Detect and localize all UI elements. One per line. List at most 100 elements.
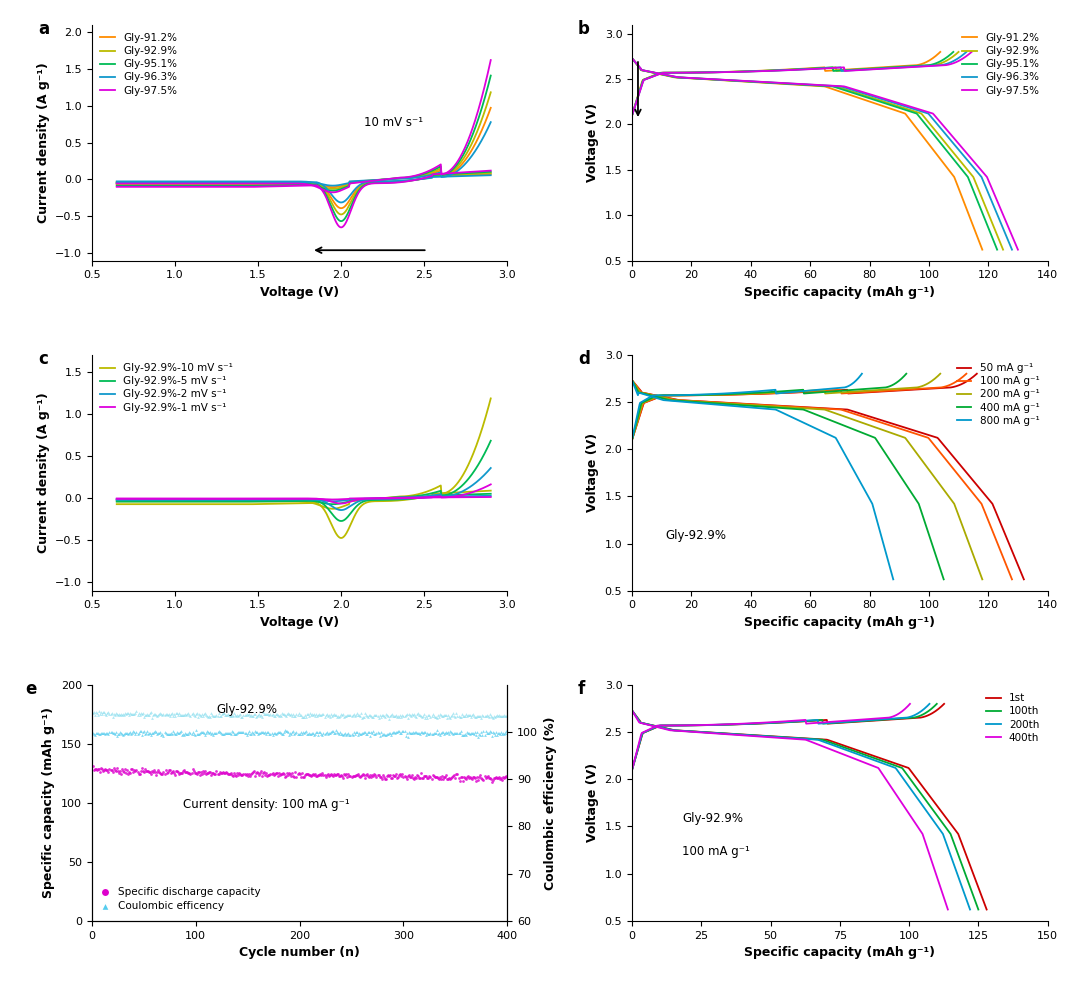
- 100th: [877, 756, 890, 768]
- Point: [342, 770, 360, 785]
- Point: [262, 725, 280, 741]
- Point: [305, 707, 322, 723]
- Point: [225, 708, 242, 724]
- Point: [107, 705, 124, 721]
- Line: Gly-96.3%: Gly-96.3%: [117, 123, 490, 186]
- Gly-97.5%: [326, 187, 339, 199]
- Point: [114, 764, 132, 780]
- Point: [342, 726, 360, 742]
- Line: 400th: 400th: [632, 710, 948, 910]
- Point: [430, 725, 447, 741]
- Point: [315, 706, 333, 722]
- Point: [324, 768, 341, 783]
- 1st: [849, 744, 862, 756]
- Point: [205, 765, 222, 781]
- Point: [260, 768, 278, 783]
- Point: [394, 766, 411, 782]
- Gly-96.3%: [326, 180, 339, 192]
- 200 mA g⁻¹: [878, 425, 891, 437]
- Point: [248, 724, 266, 740]
- Point: [292, 707, 309, 723]
- Point: [109, 725, 126, 741]
- Gly-92.9%-5 mV s⁻¹: [110, 494, 123, 506]
- 800 mA g⁻¹: [814, 425, 827, 437]
- Point: [392, 766, 409, 782]
- Point: [227, 707, 244, 723]
- Point: [171, 766, 188, 782]
- Point: [97, 706, 114, 722]
- 200th: [872, 756, 885, 768]
- X-axis label: Specific capacity (mAh g⁻¹): Specific capacity (mAh g⁻¹): [744, 616, 935, 629]
- Point: [102, 762, 119, 778]
- Point: [93, 725, 110, 741]
- Point: [322, 767, 339, 782]
- Point: [298, 767, 315, 782]
- Gly-92.9%: [392, 172, 405, 184]
- Point: [248, 708, 266, 724]
- Point: [353, 725, 370, 741]
- Point: [395, 708, 413, 724]
- Point: [206, 766, 224, 782]
- Point: [136, 707, 153, 723]
- Point: [370, 769, 388, 784]
- Point: [184, 705, 201, 721]
- Point: [285, 706, 302, 722]
- 100 mA g⁻¹: [900, 425, 913, 437]
- X-axis label: Voltage (V): Voltage (V): [260, 616, 339, 629]
- Point: [160, 726, 177, 742]
- Point: [369, 707, 387, 723]
- Point: [218, 725, 235, 741]
- Point: [447, 709, 464, 725]
- Point: [495, 708, 512, 724]
- Point: [148, 724, 165, 740]
- Point: [300, 707, 318, 723]
- Point: [338, 767, 355, 782]
- Point: [200, 765, 217, 781]
- 400th: [663, 724, 676, 736]
- Gly-92.9%-10 mV s⁻¹: [361, 494, 374, 506]
- Point: [399, 729, 416, 745]
- Point: [421, 726, 438, 742]
- Point: [105, 725, 122, 741]
- Point: [362, 728, 379, 744]
- Point: [455, 770, 472, 785]
- Point: [285, 768, 302, 783]
- Point: [86, 761, 104, 777]
- Point: [150, 724, 167, 740]
- Point: [465, 726, 483, 742]
- Line: Gly-92.9%: Gly-92.9%: [117, 92, 490, 189]
- Point: [406, 724, 423, 740]
- Point: [175, 763, 192, 779]
- Gly-91.2%: [765, 77, 778, 89]
- Point: [319, 725, 336, 741]
- Point: [481, 771, 498, 786]
- Point: [131, 766, 148, 782]
- Point: [130, 725, 147, 741]
- 100 mA g⁻¹: [750, 399, 762, 411]
- Point: [432, 724, 449, 740]
- 50 mA g⁻¹: [673, 394, 686, 406]
- Point: [403, 706, 420, 722]
- Gly-95.1%: [332, 184, 345, 196]
- Point: [233, 709, 251, 725]
- Point: [213, 706, 230, 722]
- Point: [273, 766, 291, 782]
- Point: [194, 724, 212, 740]
- Point: [247, 709, 265, 725]
- Point: [435, 770, 453, 785]
- Point: [112, 705, 130, 721]
- Point: [463, 725, 481, 741]
- Point: [203, 767, 220, 782]
- Point: [286, 708, 303, 724]
- Point: [148, 706, 165, 722]
- Point: [279, 766, 296, 782]
- Point: [232, 767, 249, 782]
- Point: [256, 725, 273, 741]
- Point: [254, 724, 271, 740]
- Point: [291, 767, 308, 782]
- Point: [329, 708, 347, 724]
- Point: [113, 706, 131, 722]
- Point: [418, 708, 435, 724]
- Point: [187, 706, 204, 722]
- Point: [445, 705, 462, 721]
